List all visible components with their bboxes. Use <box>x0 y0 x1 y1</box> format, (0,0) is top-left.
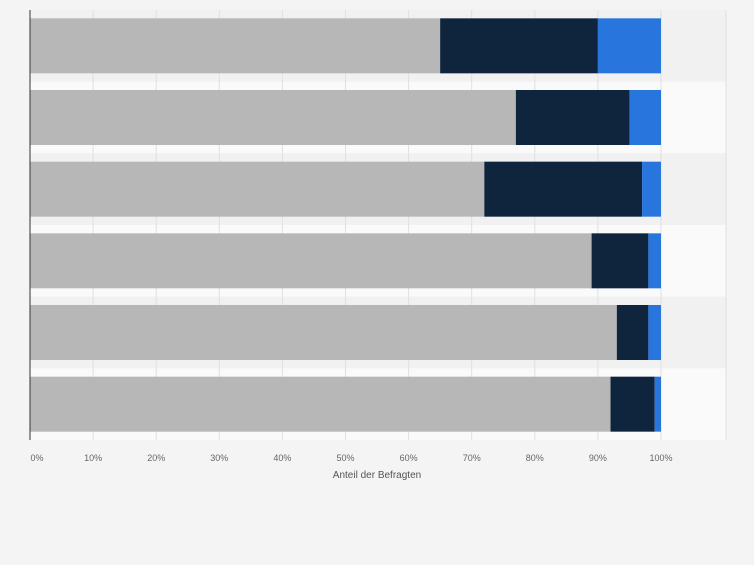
bar-segment[interactable] <box>629 90 661 145</box>
bar-segment[interactable] <box>30 90 516 145</box>
x-tick-label: 10% <box>84 453 102 463</box>
bar-segment[interactable] <box>30 233 592 289</box>
bar-segment[interactable] <box>484 161 643 217</box>
x-tick-label: 50% <box>336 453 354 463</box>
row-bands <box>30 10 726 440</box>
x-tick-label: 40% <box>273 453 291 463</box>
x-tick-label: 100% <box>649 453 672 463</box>
bar-segment[interactable] <box>597 18 661 74</box>
bar-segment[interactable] <box>616 305 649 360</box>
bar-segment[interactable] <box>30 376 611 432</box>
bar-segment[interactable] <box>648 305 661 360</box>
bar-segment[interactable] <box>440 18 598 74</box>
bar-segment[interactable] <box>654 376 661 432</box>
bars <box>30 18 661 432</box>
bar-segment[interactable] <box>30 18 441 74</box>
x-tick-label: 0% <box>30 453 43 463</box>
x-tick-label: 90% <box>589 453 607 463</box>
bar-segment[interactable] <box>30 305 617 360</box>
bar-segment[interactable] <box>30 161 485 217</box>
bar-segment[interactable] <box>515 90 630 145</box>
bar-segment[interactable] <box>648 233 661 289</box>
bar-segment[interactable] <box>642 161 661 217</box>
bar-segment[interactable] <box>591 233 649 289</box>
x-tick-label: 30% <box>210 453 228 463</box>
x-axis-label: Anteil der Befragten <box>333 470 421 481</box>
x-tick-labels: 0% 10% 20% 30% 40% 50% 60% 70% 80% 90% 100% <box>30 453 672 463</box>
x-tick-label: 20% <box>147 453 165 463</box>
x-tick-label: 80% <box>526 453 544 463</box>
gridlines <box>92 10 727 440</box>
x-tick-label: 70% <box>463 453 481 463</box>
x-tick-label: 60% <box>400 453 418 463</box>
bar-segment[interactable] <box>610 376 655 432</box>
